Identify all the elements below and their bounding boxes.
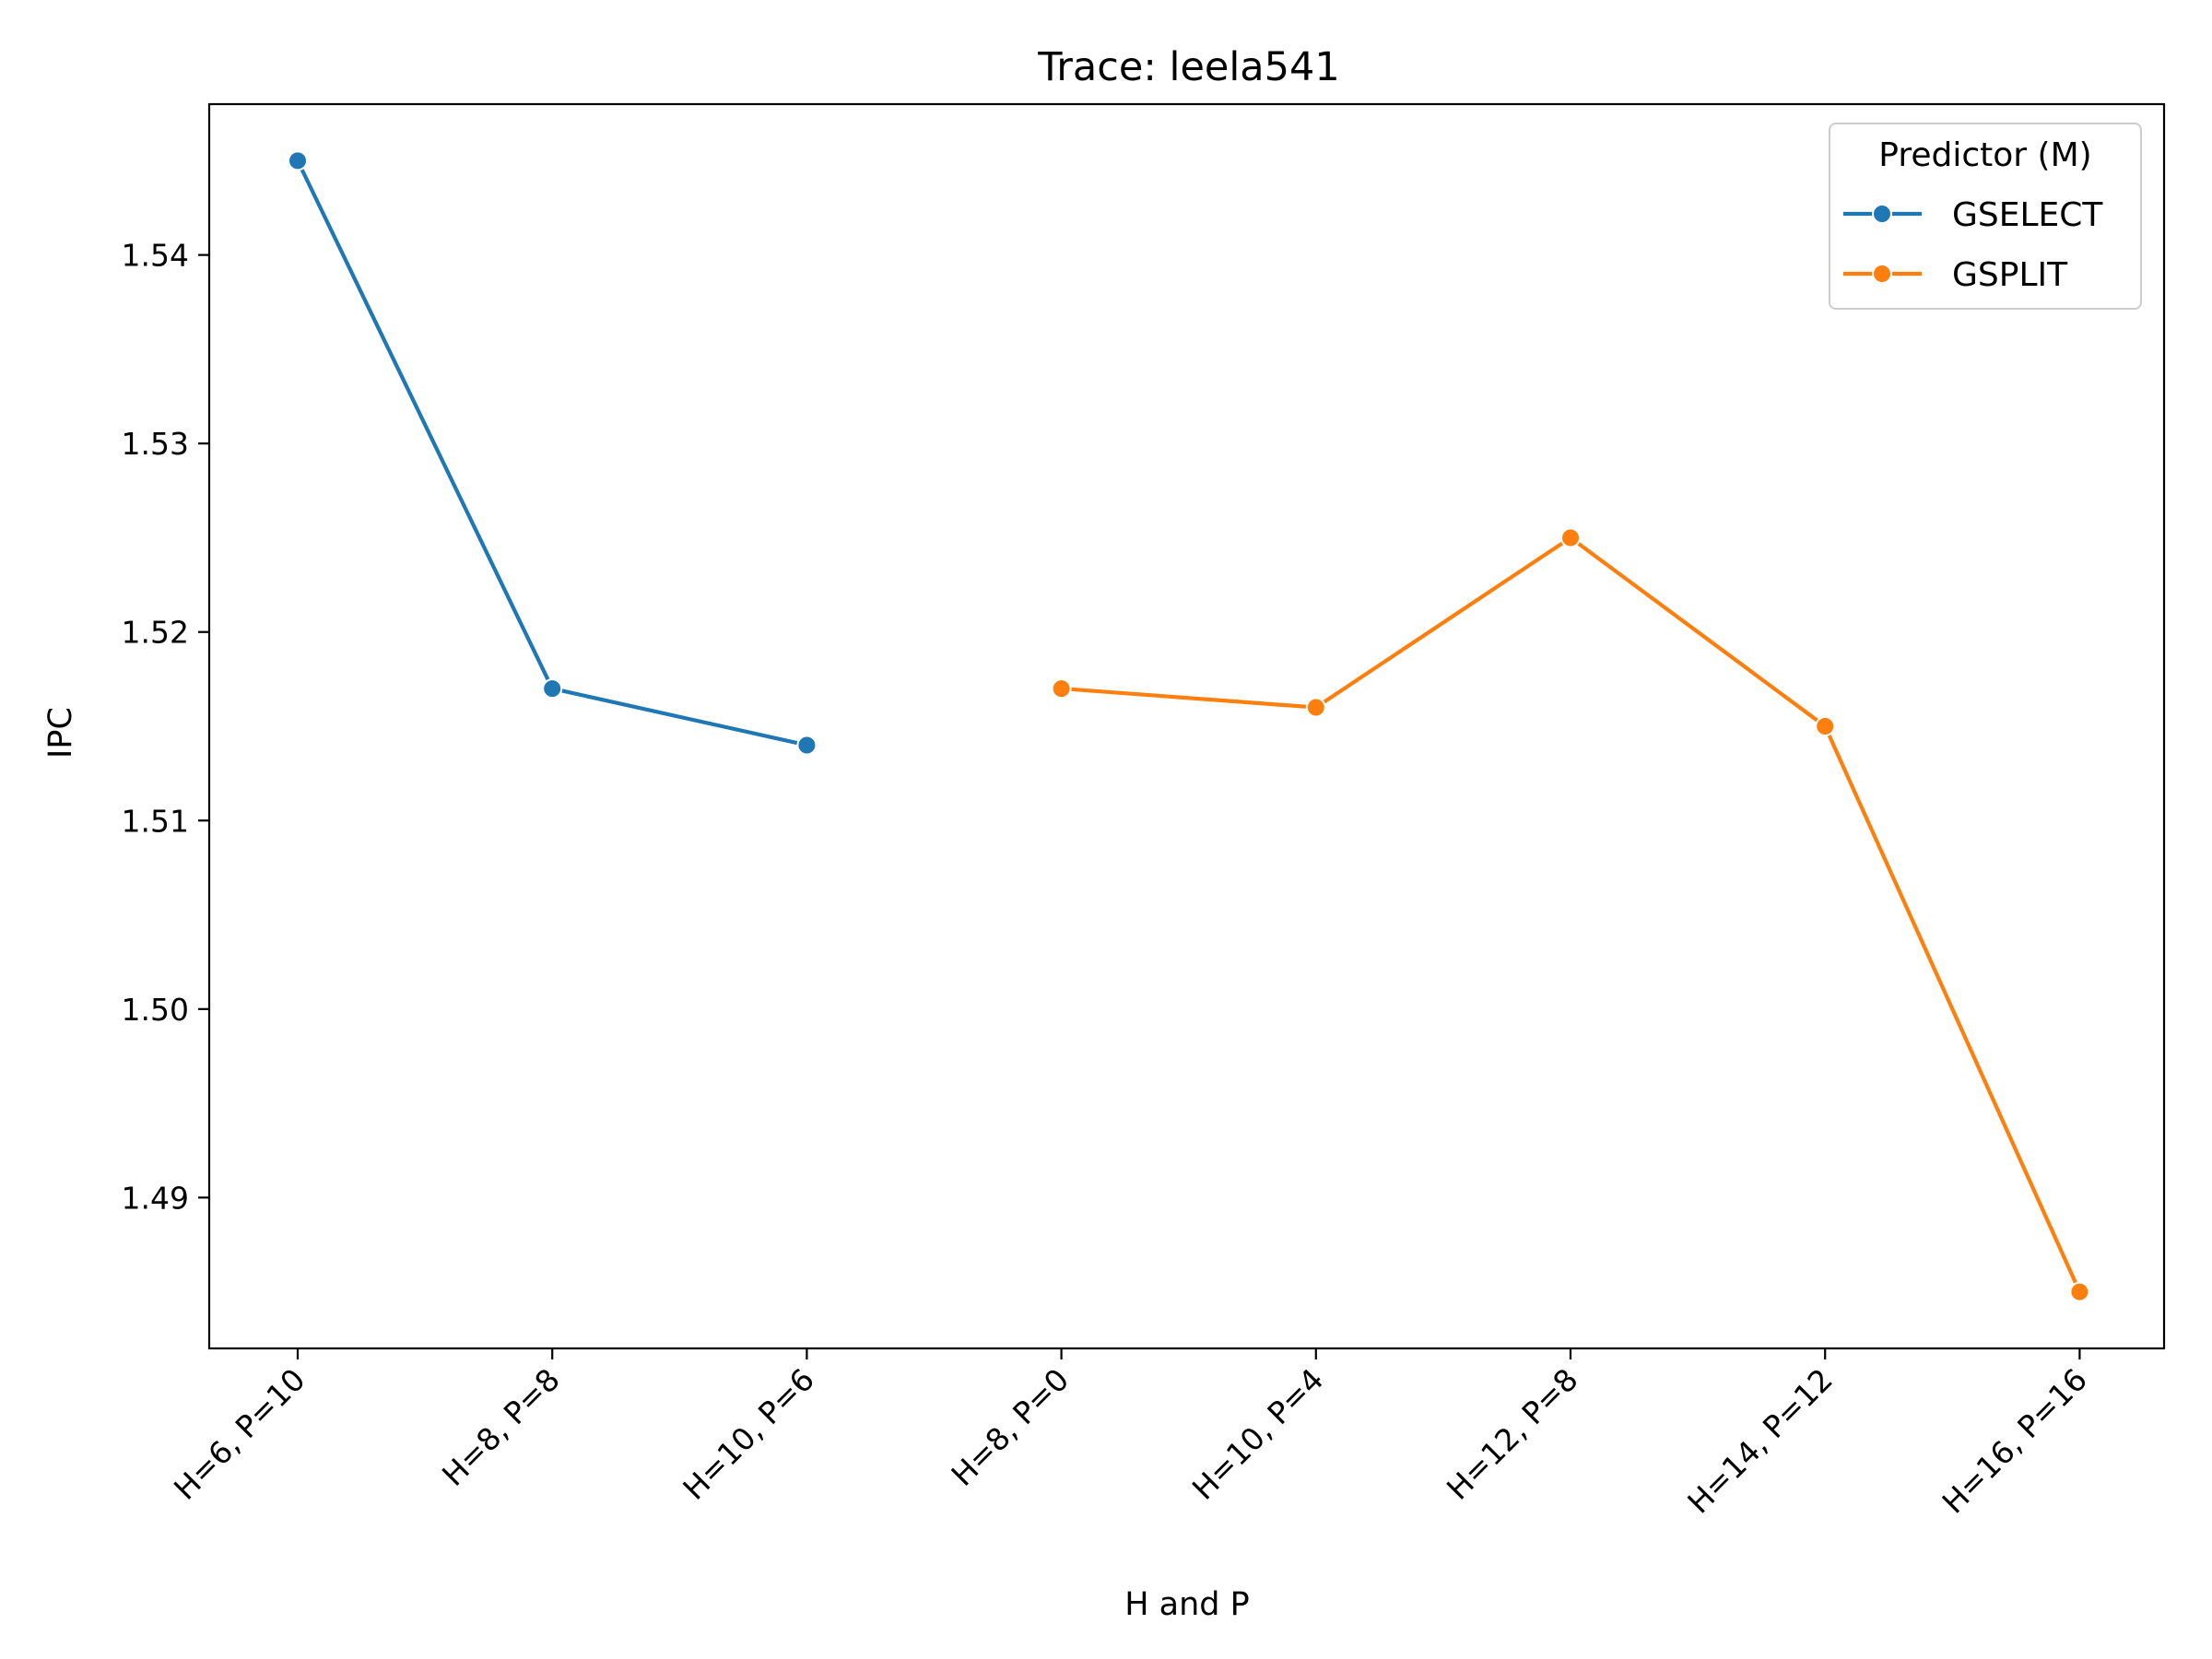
legend-label: GSPLIT xyxy=(1952,256,2068,294)
legend-label: GSELECT xyxy=(1952,196,2103,234)
x-axis-ticks: H=6, P=10 H=8, P=8 H=10, P=6 H=8, P=0 H=10, … xyxy=(167,1348,2094,1521)
legend[interactable]: Predictor (M) GSELECT GSPLIT xyxy=(1829,123,2142,310)
x-tick-label: H=16, P=16 xyxy=(1936,1361,2095,1521)
data-point[interactable] xyxy=(1815,716,1836,736)
x-tick-label: H=10, P=4 xyxy=(1185,1361,1331,1507)
x-tick-label: H=8, P=0 xyxy=(944,1361,1076,1493)
series-line-gsplit xyxy=(1061,535,2082,1293)
y-axis-label: IPC xyxy=(42,707,79,759)
x-tick-label: H=10, P=6 xyxy=(676,1361,821,1507)
legend-item-gsplit[interactable]: GSPLIT xyxy=(1843,256,2068,294)
legend-swatch-marker xyxy=(1872,264,1892,284)
y-axis-ticks: 1.49 1.50 1.51 1.52 1.53 1.54 xyxy=(122,238,209,1216)
y-tick-label: 1.50 xyxy=(122,992,189,1028)
y-tick-label: 1.53 xyxy=(122,426,189,462)
data-point[interactable] xyxy=(796,735,818,756)
series-gsplit xyxy=(1051,527,2090,1302)
data-point[interactable] xyxy=(288,150,308,171)
y-tick-label: 1.49 xyxy=(122,1180,189,1216)
legend-title: Predictor (M) xyxy=(1878,136,2091,174)
y-tick-label: 1.52 xyxy=(122,615,189,651)
legend-swatch-marker xyxy=(1872,204,1892,224)
chart-title: Trace: leela541 xyxy=(1037,44,1339,90)
data-point[interactable] xyxy=(1560,527,1581,548)
x-tick-label: H=8, P=8 xyxy=(435,1361,567,1493)
plot-frame xyxy=(207,102,2166,1350)
y-tick-label: 1.51 xyxy=(122,803,189,839)
legend-item-gselect[interactable]: GSELECT xyxy=(1843,196,2103,234)
x-tick-label: H=12, P=8 xyxy=(1440,1361,1585,1507)
data-point[interactable] xyxy=(542,678,563,700)
legend-box xyxy=(1829,123,2142,310)
x-tick-label: H=6, P=10 xyxy=(167,1361,312,1507)
legend-items: GSELECT GSPLIT xyxy=(1843,196,2103,294)
series-line-gselect xyxy=(296,159,807,747)
y-tick-label: 1.54 xyxy=(122,238,189,274)
x-tick-label: H=14, P=12 xyxy=(1680,1361,1840,1521)
data-point[interactable] xyxy=(2069,1281,2090,1302)
data-point[interactable] xyxy=(1305,697,1326,718)
series-gselect xyxy=(288,150,818,756)
x-axis-label: H and P xyxy=(1124,1586,1250,1623)
plot-area xyxy=(288,150,2090,1302)
data-point[interactable] xyxy=(1051,678,1072,700)
